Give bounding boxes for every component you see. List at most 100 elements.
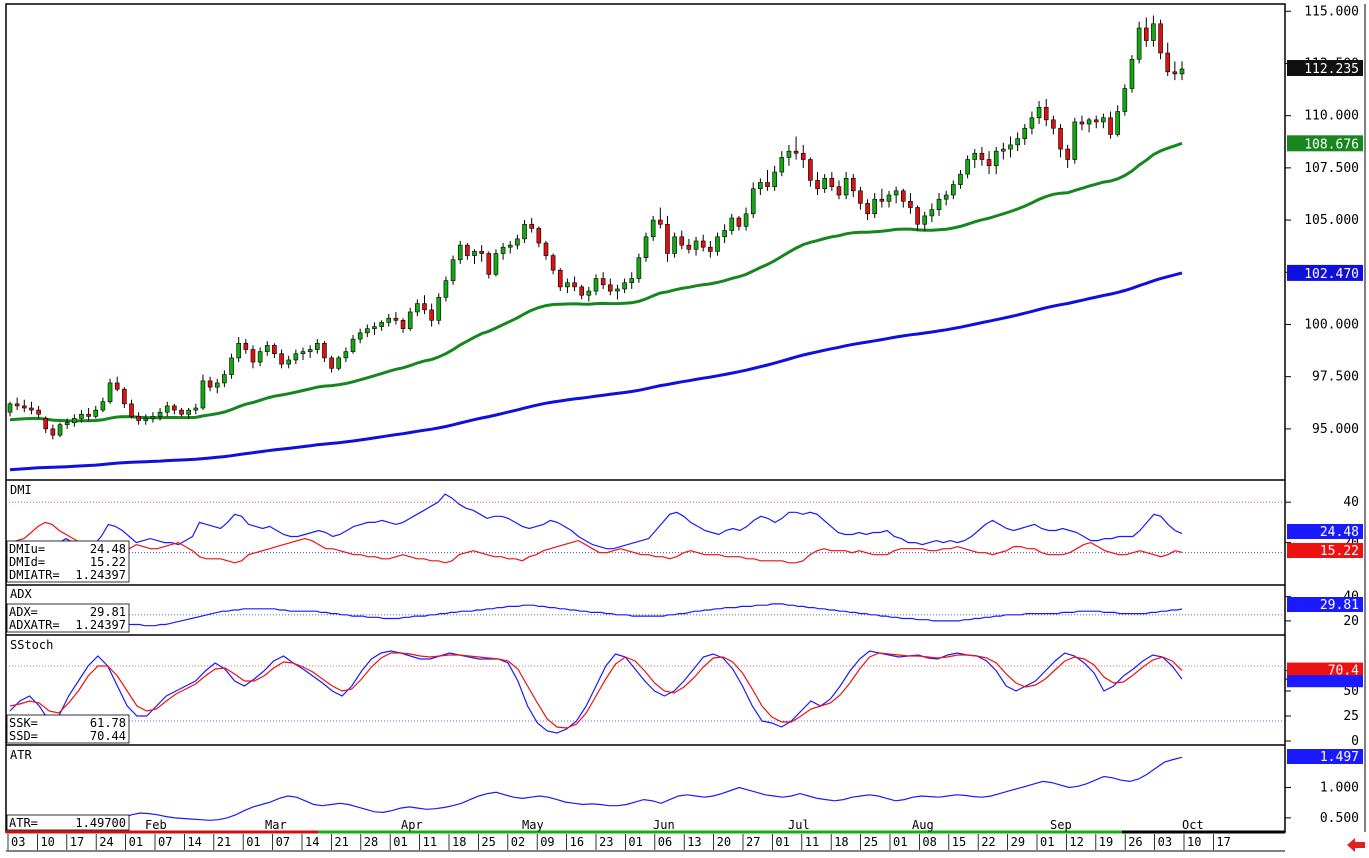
candle-body bbox=[665, 223, 670, 254]
price-tick-label: 95.000 bbox=[1312, 422, 1359, 437]
moving-average-blue-line bbox=[9, 271, 1183, 472]
candle-body bbox=[936, 198, 942, 210]
price-tick-label: 105.000 bbox=[1304, 213, 1359, 228]
sstoch-pane: SStoch 70.461.850250 SSK= 61.78 SSD= 70.… bbox=[6, 638, 1363, 749]
candle-body bbox=[622, 282, 627, 290]
candle-body bbox=[129, 403, 134, 417]
candle-body bbox=[400, 320, 406, 329]
candle-body bbox=[64, 422, 70, 426]
dmi-up-readout-name: DMIu= bbox=[9, 542, 45, 556]
date-day-label: 11 bbox=[423, 835, 437, 849]
candle-body bbox=[865, 203, 870, 215]
candle-body bbox=[1151, 23, 1156, 41]
ssk-tag-bg bbox=[1287, 675, 1363, 688]
candle-body bbox=[1008, 144, 1013, 150]
candle-body bbox=[858, 190, 863, 204]
candle-body bbox=[1108, 117, 1113, 135]
date-day-label: 10 bbox=[1187, 835, 1201, 849]
candle-body bbox=[965, 159, 970, 175]
candle-body bbox=[157, 411, 163, 417]
candle-body bbox=[407, 311, 413, 329]
sstoch-label: SStoch bbox=[10, 638, 53, 652]
candle-body bbox=[636, 257, 642, 279]
date-day-label: 25 bbox=[481, 835, 495, 849]
candle-body bbox=[1058, 127, 1063, 150]
date-day-label: 25 bbox=[864, 835, 878, 849]
date-day-label: 14 bbox=[187, 835, 201, 849]
dmi-readout-box bbox=[6, 540, 130, 583]
candle-body bbox=[815, 180, 820, 190]
price-tick-label: 97.500 bbox=[1312, 370, 1359, 385]
candle-body bbox=[522, 223, 527, 240]
candle-body bbox=[422, 303, 427, 311]
sstoch-d-line bbox=[9, 652, 1183, 729]
pane-tick-label: 40 bbox=[1343, 495, 1359, 510]
candle-body bbox=[307, 349, 313, 352]
candle-body bbox=[1029, 117, 1035, 129]
candle-body bbox=[336, 357, 342, 369]
candle-body bbox=[658, 219, 663, 225]
candle-body bbox=[257, 351, 263, 363]
candle-body bbox=[193, 407, 199, 411]
scroll-left-arrow-icon[interactable] bbox=[1347, 838, 1365, 852]
candle-body bbox=[1115, 111, 1120, 135]
date-day-label: 01 bbox=[628, 835, 642, 849]
pane-tick-label: 25 bbox=[1343, 709, 1359, 724]
ssd-tag-bg bbox=[1287, 662, 1363, 678]
candle-body bbox=[465, 244, 470, 256]
date-day-label: 01 bbox=[893, 835, 907, 849]
candle-body bbox=[1129, 58, 1135, 89]
date-day-label: 19 bbox=[1099, 835, 1113, 849]
candle-body bbox=[686, 244, 692, 250]
candle-body bbox=[136, 416, 141, 421]
candle-body bbox=[1158, 23, 1163, 54]
ssk-readout-value: 61.78 bbox=[90, 716, 126, 730]
candle-body bbox=[372, 326, 377, 329]
date-month-label: Sep bbox=[1050, 818, 1072, 832]
date-day-label: 11 bbox=[805, 835, 819, 849]
candle-body bbox=[800, 152, 806, 160]
candle-body bbox=[986, 159, 992, 167]
candle-body bbox=[722, 230, 727, 238]
candle-body bbox=[57, 424, 63, 436]
candle-body bbox=[43, 418, 49, 430]
date-day-label: 01 bbox=[129, 835, 143, 849]
candle-body bbox=[843, 178, 849, 196]
candle-body bbox=[393, 317, 399, 321]
date-month-label: Aug bbox=[912, 818, 934, 832]
date-day-label: 07 bbox=[158, 835, 172, 849]
date-day-label: 15 bbox=[952, 835, 966, 849]
candle-body bbox=[729, 217, 735, 231]
candle-body bbox=[700, 240, 706, 248]
candle-body bbox=[536, 228, 542, 244]
candle-body bbox=[615, 288, 620, 292]
candle-body bbox=[529, 223, 534, 229]
candle-body bbox=[543, 242, 549, 256]
candle-body bbox=[629, 278, 635, 284]
candle-body bbox=[643, 236, 649, 258]
candle-body bbox=[214, 382, 220, 388]
date-day-label: 09 bbox=[540, 835, 554, 849]
adxatr-readout-value: 1.24397 bbox=[75, 618, 126, 632]
date-month-label: Feb bbox=[145, 818, 167, 832]
dmi-down-tag: 15.22 bbox=[1320, 544, 1359, 559]
dmi-down-readout-name: DMId= bbox=[9, 555, 45, 569]
date-day-label: 06 bbox=[658, 835, 672, 849]
date-day-label: 23 bbox=[599, 835, 613, 849]
price-candles bbox=[7, 15, 1185, 440]
candle-body bbox=[200, 380, 206, 409]
candle-body bbox=[715, 236, 720, 252]
candle-body bbox=[29, 407, 34, 411]
candle-body bbox=[507, 244, 513, 248]
candle-body bbox=[736, 217, 742, 227]
candle-body bbox=[1093, 119, 1099, 123]
pane-tick-label: 50 bbox=[1343, 684, 1359, 699]
date-day-label: 10 bbox=[40, 835, 54, 849]
adx-readout-box bbox=[6, 603, 130, 633]
ssk-readout-name: SSK= bbox=[9, 716, 38, 730]
candle-body bbox=[593, 278, 599, 292]
candle-body bbox=[743, 213, 749, 227]
candle-body bbox=[1165, 52, 1171, 73]
price-tick-label: 107.500 bbox=[1304, 161, 1359, 176]
